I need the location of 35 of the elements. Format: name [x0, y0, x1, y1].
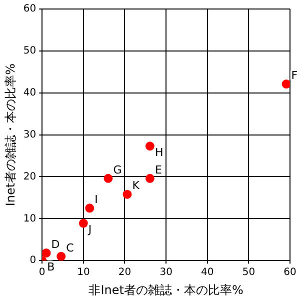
annotation: B: [47, 260, 55, 274]
x-tick-label: 40: [201, 267, 214, 278]
annotation: I: [94, 193, 98, 206]
point: [122, 190, 132, 199]
annotation: E: [154, 163, 162, 176]
point: [85, 204, 94, 213]
point: [56, 252, 66, 261]
annotation: C: [66, 241, 74, 254]
annotation: G: [113, 163, 122, 176]
y-tick-label: 20: [23, 171, 36, 182]
x-axis-title: 非Inet者の雑誌・本の比率%: [88, 282, 244, 297]
x-tick-label: 20: [118, 267, 132, 278]
x-tick-label: 0: [38, 267, 46, 278]
x-tick-label: 30: [160, 267, 172, 278]
point: [78, 218, 88, 228]
y-tick-label: 50: [23, 46, 36, 57]
annotation: K: [132, 179, 140, 192]
point: [42, 248, 51, 258]
y-tick-label: 60: [23, 4, 36, 15]
annotation: D: [51, 238, 60, 251]
y-tick-label: 0: [30, 255, 36, 266]
point: [145, 174, 154, 183]
x-tick-label: 50: [242, 267, 256, 278]
x-tick-label: 10: [77, 267, 90, 278]
annotation: J: [87, 223, 92, 236]
point: [104, 174, 113, 183]
annotation: F: [291, 68, 298, 82]
point: [282, 80, 290, 89]
annotation: H: [154, 146, 164, 159]
y-tick-label: 10: [23, 213, 36, 224]
y-axis-title: Inet者の雑誌・本の比率%: [3, 63, 18, 206]
point: [145, 142, 154, 151]
y-tick-label: 40: [23, 87, 36, 98]
y-tick-label: 30: [23, 129, 36, 140]
x-tick-label: 60: [284, 267, 296, 278]
